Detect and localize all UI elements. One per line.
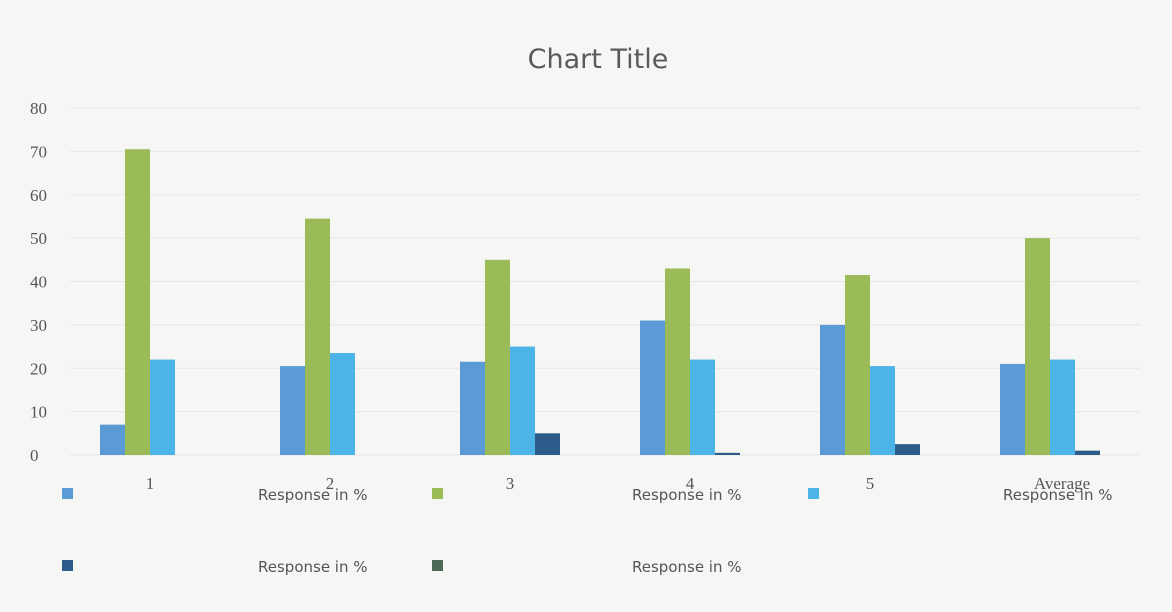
legend-label: Response in % xyxy=(258,558,368,576)
bar xyxy=(895,444,920,455)
bar xyxy=(305,218,330,455)
bar xyxy=(715,452,740,455)
bar xyxy=(150,359,175,455)
bar xyxy=(665,268,690,455)
bars xyxy=(100,149,1100,456)
bar xyxy=(845,274,870,455)
legend: Response in % Response in % Response in % R… xyxy=(62,486,1113,576)
bar xyxy=(460,361,485,455)
chart-title: Chart Title xyxy=(528,44,669,75)
bar xyxy=(330,353,355,455)
legend-label: Response in % xyxy=(632,558,742,576)
x-tick-label: 5 xyxy=(866,474,875,493)
legend-label: Response in % xyxy=(258,486,368,504)
legend-marker xyxy=(432,560,443,571)
gridlines xyxy=(70,107,1140,456)
legend-label: Response in % xyxy=(632,486,742,504)
y-tick-label: 20 xyxy=(30,359,47,378)
x-tick-label: 3 xyxy=(506,474,515,493)
bar xyxy=(485,259,510,455)
bar xyxy=(640,320,665,455)
y-tick-label: 10 xyxy=(30,403,47,422)
bar xyxy=(280,366,305,455)
x-tick-label: Average xyxy=(1034,474,1090,493)
bar xyxy=(870,366,895,455)
bar xyxy=(820,324,845,455)
y-tick-label: 50 xyxy=(30,229,47,248)
y-axis: 0 10 20 30 40 50 60 70 80 xyxy=(30,99,47,465)
y-tick-label: 30 xyxy=(30,316,47,335)
bar xyxy=(1025,238,1050,455)
x-tick-label: 1 xyxy=(146,474,155,493)
bar xyxy=(100,424,125,455)
y-tick-label: 40 xyxy=(30,273,47,292)
legend-marker xyxy=(62,488,73,499)
y-tick-label: 80 xyxy=(30,99,47,118)
bar xyxy=(690,359,715,455)
x-tick-label: 4 xyxy=(686,474,695,493)
y-tick-label: 0 xyxy=(30,446,39,465)
bar xyxy=(1075,450,1100,455)
bar xyxy=(125,149,150,456)
x-tick-label: 2 xyxy=(326,474,335,493)
legend-marker xyxy=(808,488,819,499)
legend-label: Response in % xyxy=(1003,486,1113,504)
bar xyxy=(1000,363,1025,455)
y-tick-label: 60 xyxy=(30,186,47,205)
bar xyxy=(535,433,560,455)
y-tick-label: 70 xyxy=(30,142,47,161)
legend-marker xyxy=(62,560,73,571)
bar xyxy=(1050,359,1075,455)
bar xyxy=(510,346,535,455)
legend-marker xyxy=(432,488,443,499)
x-axis: 1 2 3 4 5 Average xyxy=(146,474,1090,493)
